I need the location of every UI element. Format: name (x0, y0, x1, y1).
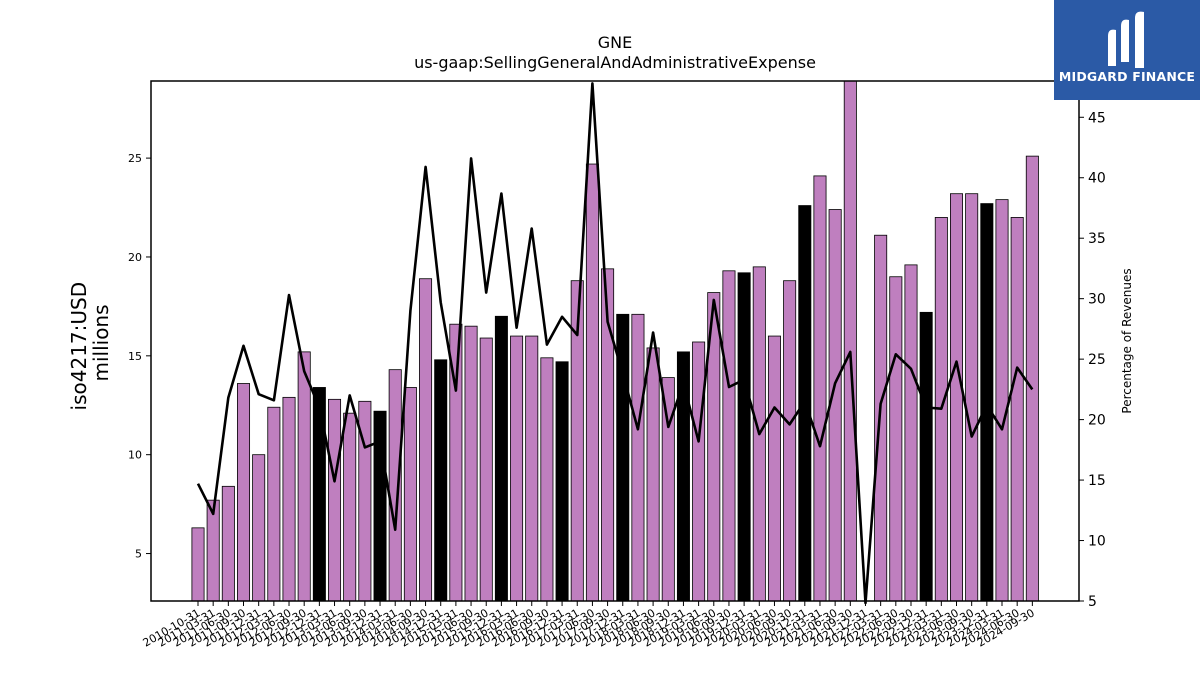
bar (525, 335, 539, 602)
right-tick-label: 20 (1088, 413, 1106, 429)
left-tick-label: 25 (128, 152, 142, 165)
bar (646, 347, 660, 602)
bar (722, 270, 736, 602)
bar (479, 337, 493, 602)
right-tick-label: 35 (1088, 231, 1106, 247)
bar (510, 335, 524, 602)
left-axis-ticks: 5 10 15 20 25 (128, 152, 151, 561)
right-tick-label: 30 (1088, 292, 1106, 308)
bar (434, 359, 448, 602)
plot-frame (150, 80, 1080, 602)
bar (419, 278, 433, 602)
left-axis-label: iso4217:USD millions (67, 276, 113, 411)
bar (403, 387, 417, 602)
left-tick-label: 15 (128, 350, 142, 363)
chart-title: GNE (598, 33, 632, 52)
bar (328, 398, 342, 602)
bar (237, 383, 251, 602)
right-axis-ticks: 5 10 15 20 25 30 35 40 45 (1079, 110, 1106, 610)
right-tick-label: 45 (1088, 110, 1106, 126)
bar (206, 499, 220, 602)
line-layer (196, 82, 1034, 605)
left-tick-label: 20 (128, 251, 142, 264)
bar (1010, 217, 1024, 602)
bar (297, 351, 311, 602)
bars-layer (191, 80, 1039, 602)
bar (783, 280, 797, 602)
bar (737, 272, 751, 602)
x-axis-ticks: 2010-10-312011-03-312011-06-302011-09-30… (141, 601, 1037, 650)
right-tick-label: 25 (1088, 352, 1106, 368)
bar (267, 406, 281, 602)
bar (555, 361, 569, 602)
bar (252, 454, 266, 602)
bar (1025, 155, 1039, 602)
bar (282, 396, 296, 602)
bar (464, 325, 478, 602)
right-tick-label: 5 (1088, 594, 1097, 610)
bar (631, 313, 645, 602)
chart-subtitle: us-gaap:SellingGeneralAndAdministrativeE… (414, 53, 816, 72)
midgard-logo-icon (1108, 11, 1144, 68)
bar (221, 485, 235, 602)
logo-text: MIDGARD FINANCE (1058, 69, 1196, 84)
bar (676, 351, 690, 602)
bar (950, 193, 964, 602)
midgard-finance-logo: MIDGARD FINANCE (1054, 0, 1200, 100)
bar (585, 163, 599, 602)
bar (919, 311, 933, 602)
bar (312, 387, 326, 602)
bar (904, 264, 918, 602)
left-tick-label: 5 (135, 548, 142, 561)
bar (767, 335, 781, 602)
right-axis-label: Percentage of Revenues (1120, 268, 1134, 413)
bar (343, 412, 357, 602)
bar (191, 527, 205, 602)
series-line (196, 82, 1034, 605)
bar (980, 203, 994, 602)
bar (995, 199, 1009, 602)
right-tick-label: 10 (1088, 534, 1106, 550)
bar (494, 315, 508, 602)
bar (373, 410, 387, 602)
left-tick-label: 10 (128, 449, 142, 462)
right-tick-label: 40 (1088, 171, 1106, 187)
right-tick-label: 15 (1088, 473, 1106, 489)
bar (889, 276, 903, 602)
bar (692, 341, 706, 602)
bar (843, 80, 857, 602)
bar (965, 193, 979, 602)
bar (540, 357, 554, 602)
bar (813, 175, 827, 602)
